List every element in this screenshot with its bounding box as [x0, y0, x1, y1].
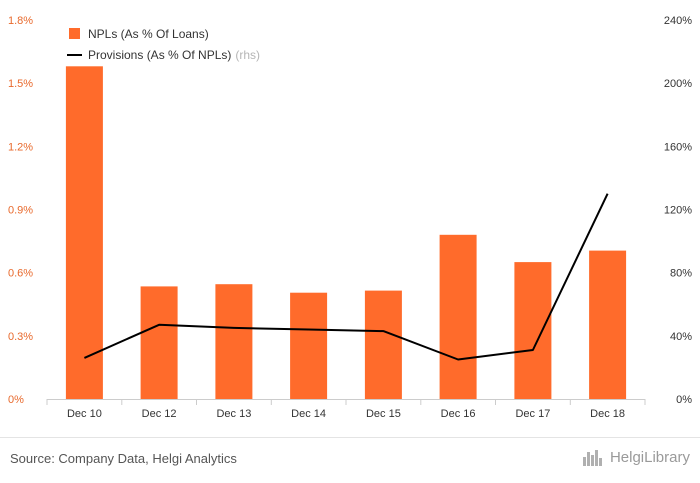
- brand-name: HelgiLibrary: [609, 448, 690, 466]
- y-right-tick-label: 40%: [670, 331, 692, 343]
- bar-dec-18: [589, 250, 627, 399]
- x-tick-label: Dec 10: [67, 408, 102, 420]
- y-left-tick-label: 1.5%: [8, 78, 33, 90]
- y-left-tick-label: 1.8%: [8, 15, 33, 27]
- provisions-line: [83, 193, 609, 361]
- y-left-tick-label: 0%: [8, 394, 24, 406]
- legend-label-provisions-suffix: (rhs): [235, 48, 260, 62]
- x-tick-label: Dec 15: [366, 408, 401, 420]
- y-right-tick-label: 80%: [670, 268, 692, 280]
- bar-dec-12: [140, 286, 178, 399]
- bar-dec-15: [364, 290, 402, 399]
- helgi-logo-icon: [582, 450, 602, 466]
- y-left-tick-label: 0.6%: [8, 268, 33, 280]
- source-note: Source: Company Data, Helgi Analytics: [10, 451, 237, 466]
- bar-dec-13: [215, 284, 253, 399]
- brand-logo[interactable]: HelgiLibrary: [582, 448, 690, 466]
- bar-dec-17: [514, 262, 552, 399]
- x-tick-label: Dec 16: [441, 408, 476, 420]
- bar-series: [65, 66, 627, 400]
- legend-label-provisions: Provisions (As % Of NPLs) (rhs): [88, 48, 260, 62]
- x-tick-label: Dec 17: [515, 408, 550, 420]
- y-axis-left: 0% 0.3% 0.6% 0.9% 1.2% 1.5% 1.8%: [8, 15, 33, 406]
- y-right-tick-label: 160%: [664, 141, 692, 153]
- y-right-tick-label: 0%: [676, 394, 692, 406]
- legend: NPLs (As % Of Loans) Provisions (As % Of…: [67, 27, 260, 62]
- footer-divider: [0, 437, 700, 438]
- x-tick-label: Dec 13: [216, 408, 251, 420]
- x-tick-label: Dec 18: [590, 408, 625, 420]
- x-tick-label: Dec 12: [142, 408, 177, 420]
- x-axis: Dec 10 Dec 12 Dec 13 Dec 14 Dec 15 Dec 16 Dec …: [46, 399, 646, 420]
- chart: 0% 0.3% 0.6% 0.9% 1.2% 1.5% 1.8% 0% 40% 80% 120% 1…: [8, 15, 692, 420]
- y-right-tick-label: 240%: [664, 15, 692, 27]
- y-left-tick-label: 1.2%: [8, 141, 33, 153]
- legend-swatch-npls: [69, 28, 80, 39]
- bar-dec-14: [290, 292, 328, 399]
- legend-label-npls: NPLs (As % Of Loans): [88, 27, 209, 41]
- legend-label-provisions-name: Provisions (As % Of NPLs): [88, 48, 231, 62]
- y-left-tick-label: 0.3%: [8, 331, 33, 343]
- y-right-tick-label: 120%: [664, 205, 692, 217]
- x-tick-label: Dec 14: [291, 408, 326, 420]
- y-axis-right: 0% 40% 80% 120% 160% 200% 240%: [664, 15, 692, 406]
- bar-dec-16: [439, 234, 477, 399]
- y-right-tick-label: 200%: [664, 78, 692, 90]
- y-left-tick-label: 0.9%: [8, 205, 33, 217]
- bar-dec-10: [65, 66, 103, 400]
